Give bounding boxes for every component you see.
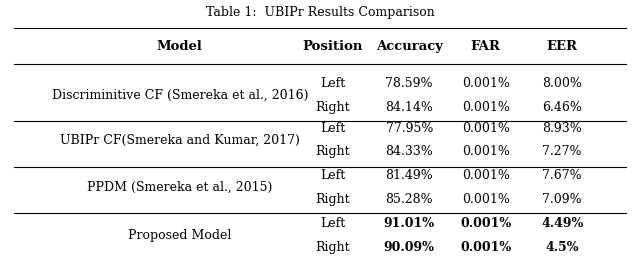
Text: 0.001%: 0.001% [461, 145, 509, 158]
Text: 77.95%: 77.95% [385, 122, 433, 135]
Text: 0.001%: 0.001% [461, 169, 509, 182]
Text: 81.49%: 81.49% [385, 169, 433, 182]
Text: Discriminitive CF (Smereka et al., 2016): Discriminitive CF (Smereka et al., 2016) [52, 89, 308, 102]
Text: Proposed Model: Proposed Model [128, 229, 232, 242]
Text: 4.49%: 4.49% [541, 217, 583, 230]
Text: UBIPr CF(Smereka and Kumar, 2017): UBIPr CF(Smereka and Kumar, 2017) [60, 134, 300, 146]
Text: 7.27%: 7.27% [542, 145, 582, 158]
Text: 0.001%: 0.001% [461, 77, 509, 90]
Text: Accuracy: Accuracy [376, 40, 443, 53]
Text: 0.001%: 0.001% [461, 193, 509, 206]
Text: 7.09%: 7.09% [542, 193, 582, 206]
Text: Right: Right [316, 145, 350, 158]
Text: 84.33%: 84.33% [385, 145, 433, 158]
Text: 78.59%: 78.59% [385, 77, 433, 90]
Text: 7.67%: 7.67% [542, 169, 582, 182]
Text: Right: Right [316, 193, 350, 206]
Text: Left: Left [320, 77, 346, 90]
Text: Table 1:  UBIPr Results Comparison: Table 1: UBIPr Results Comparison [205, 6, 435, 19]
Text: FAR: FAR [471, 40, 500, 53]
Text: 84.14%: 84.14% [385, 101, 433, 114]
Text: 8.93%: 8.93% [542, 122, 582, 135]
Text: Right: Right [316, 101, 350, 114]
Text: 8.00%: 8.00% [542, 77, 582, 90]
Text: 4.5%: 4.5% [545, 241, 579, 254]
Text: 85.28%: 85.28% [385, 193, 433, 206]
Text: Right: Right [316, 241, 350, 254]
Text: 6.46%: 6.46% [542, 101, 582, 114]
Text: 0.001%: 0.001% [461, 122, 509, 135]
Text: Left: Left [320, 217, 346, 230]
Text: 90.09%: 90.09% [384, 241, 435, 254]
Text: Left: Left [320, 169, 346, 182]
Text: Left: Left [320, 122, 346, 135]
Text: 0.001%: 0.001% [460, 217, 511, 230]
Text: EER: EER [547, 40, 578, 53]
Text: PPDM (Smereka et al., 2015): PPDM (Smereka et al., 2015) [87, 181, 273, 194]
Text: Position: Position [303, 40, 363, 53]
Text: 0.001%: 0.001% [460, 241, 511, 254]
Text: Model: Model [157, 40, 203, 53]
Text: 0.001%: 0.001% [461, 101, 509, 114]
Text: 91.01%: 91.01% [384, 217, 435, 230]
